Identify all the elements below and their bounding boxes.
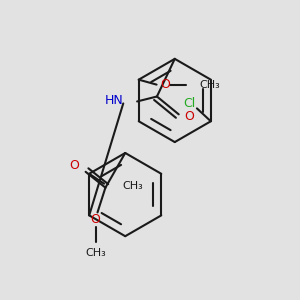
Text: CH₃: CH₃ xyxy=(122,181,142,191)
Text: CH₃: CH₃ xyxy=(85,248,106,258)
Text: HN: HN xyxy=(104,94,123,107)
Text: O: O xyxy=(160,78,170,91)
Text: O: O xyxy=(185,110,195,123)
Text: O: O xyxy=(91,213,100,226)
Text: Cl: Cl xyxy=(183,97,195,110)
Text: O: O xyxy=(69,159,79,172)
Text: CH₃: CH₃ xyxy=(199,80,220,90)
